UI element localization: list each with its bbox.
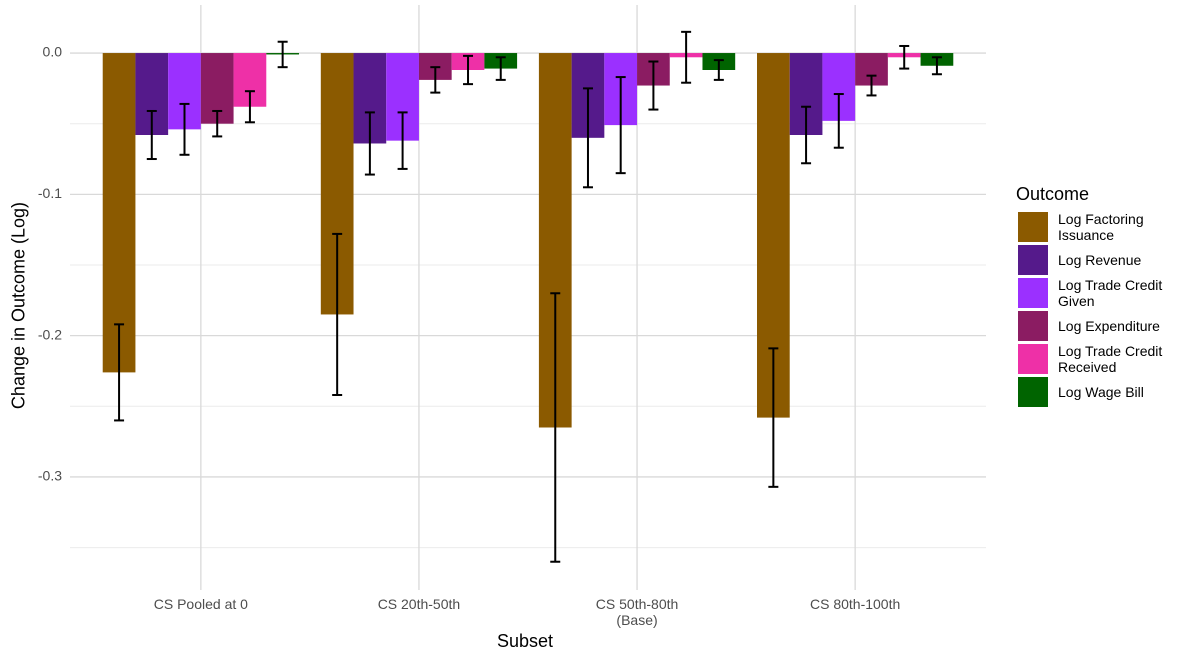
y-axis-title: Change in Outcome (Log) bbox=[8, 201, 29, 410]
legend-item: Log Expenditure bbox=[1018, 311, 1176, 341]
error-bar bbox=[332, 232, 343, 396]
legend: Outcome Log Factoring Issuance Log Revenu… bbox=[1016, 184, 1176, 409]
y-tick-label: -0.3 bbox=[38, 468, 62, 484]
y-tick-label: -0.2 bbox=[38, 326, 62, 342]
error-bar bbox=[681, 30, 692, 84]
legend-key bbox=[1018, 278, 1048, 308]
error-bar bbox=[713, 59, 724, 81]
error-bar bbox=[114, 323, 125, 422]
error-bar bbox=[495, 56, 506, 81]
legend-item: Log Trade Credit Received bbox=[1018, 343, 1176, 375]
error-bar bbox=[179, 102, 190, 156]
error-bar bbox=[212, 109, 223, 138]
error-bar bbox=[833, 93, 844, 149]
legend-item: Log Wage Bill bbox=[1018, 377, 1176, 407]
error-bar bbox=[801, 105, 812, 165]
error-bar bbox=[768, 347, 779, 488]
legend-item: Log Trade Credit Given bbox=[1018, 277, 1176, 309]
x-tick-label: CS 50th-80th (Base) bbox=[595, 596, 679, 628]
x-tick-label: CS Pooled at 0 bbox=[153, 596, 248, 612]
error-bar bbox=[244, 90, 255, 124]
x-axis-title: Subset bbox=[497, 631, 554, 651]
legend-label: Log Revenue bbox=[1058, 252, 1142, 268]
legend-key bbox=[1018, 377, 1048, 407]
legend-key bbox=[1018, 245, 1048, 275]
error-bar bbox=[146, 109, 157, 161]
legend-label: Log Trade Credit Received bbox=[1058, 343, 1163, 375]
error-bar bbox=[277, 40, 288, 69]
error-bar bbox=[463, 54, 474, 86]
x-tick-label: CS 20th-50th bbox=[377, 596, 461, 612]
y-tick-label: -0.1 bbox=[38, 185, 62, 201]
legend-key bbox=[1018, 311, 1048, 341]
legend-label: Log Wage Bill bbox=[1058, 384, 1144, 400]
legend-title: Outcome bbox=[1016, 184, 1090, 204]
error-bar bbox=[899, 44, 910, 70]
legend-label: Log Factoring Issuance bbox=[1058, 211, 1144, 243]
error-bar bbox=[397, 111, 408, 170]
error-bar bbox=[648, 60, 659, 111]
legend-label: Log Expenditure bbox=[1058, 318, 1160, 334]
x-tick-label: CS 80th-100th bbox=[809, 596, 901, 612]
legend-item: Log Revenue bbox=[1018, 245, 1176, 275]
legend-key bbox=[1018, 212, 1048, 242]
error-bar bbox=[615, 76, 626, 175]
legend-item: Log Factoring Issuance bbox=[1018, 211, 1176, 243]
error-bar bbox=[550, 292, 561, 563]
error-bar bbox=[582, 87, 593, 189]
error-bar bbox=[364, 111, 375, 176]
bar bbox=[102, 53, 136, 373]
y-tick-label: 0.0 bbox=[43, 44, 63, 60]
error-bar bbox=[430, 66, 441, 94]
error-bar bbox=[931, 56, 942, 76]
error-bar bbox=[866, 74, 877, 97]
legend-key bbox=[1018, 344, 1048, 374]
legend-label: Log Trade Credit Given bbox=[1058, 277, 1163, 309]
